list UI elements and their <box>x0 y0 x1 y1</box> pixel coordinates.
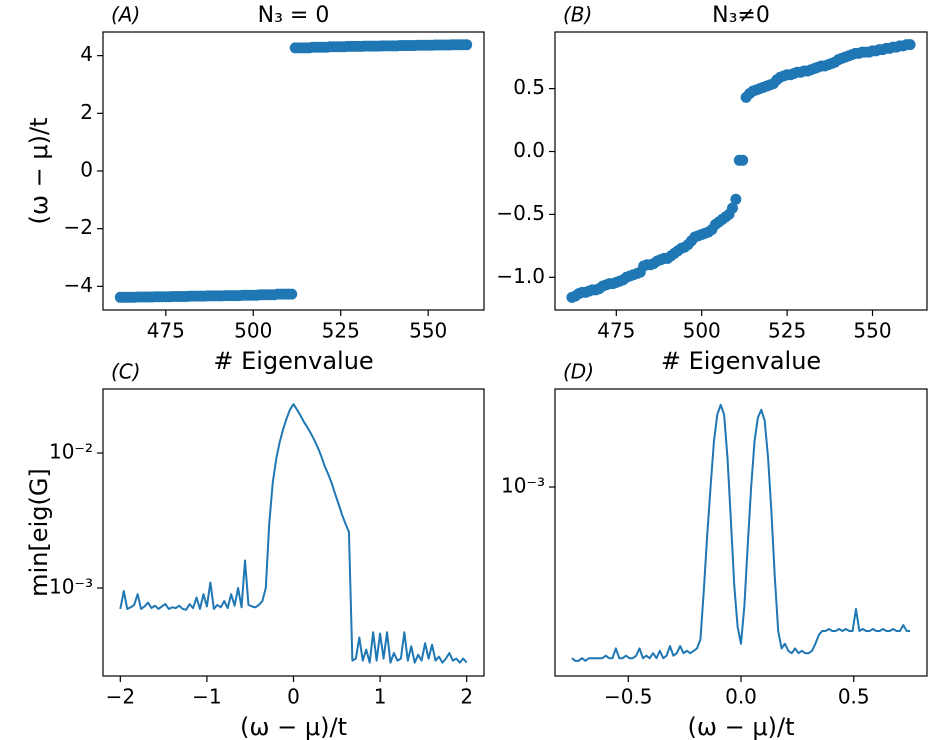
x-axis-label: (ω − μ)/t <box>240 713 347 740</box>
x-axis-label: # Eigenvalue <box>213 347 373 375</box>
x-tick-label: −0.5 <box>604 685 653 709</box>
panel-label: (C) <box>111 360 141 384</box>
axes-frame <box>554 31 928 311</box>
line <box>119 403 468 664</box>
y-tick-label: 10⁻³ <box>49 575 93 599</box>
x-axis-label: (ω − μ)/t <box>688 713 795 740</box>
point <box>730 193 742 205</box>
panel-title: N₃≠0 <box>712 3 770 28</box>
x-tick-label: 500 <box>234 319 272 343</box>
y-tick-label: 10⁻² <box>49 440 93 464</box>
axes-frame <box>102 388 485 677</box>
x-tick-label: −1 <box>192 685 221 709</box>
panel-title: N₃ = 0 <box>258 3 330 28</box>
x-tick-label: 475 <box>147 319 185 343</box>
x-tick-label: 2 <box>460 685 473 709</box>
panel-label: (D) <box>563 360 594 384</box>
x-tick-label: 525 <box>768 319 806 343</box>
x-tick-label: 0.5 <box>838 685 870 709</box>
point <box>461 39 473 51</box>
y-axis-label: min[eig(G] <box>25 468 53 597</box>
y-tick-label: 0.5 <box>513 75 545 99</box>
point <box>737 154 749 166</box>
x-tick-label: 1 <box>374 685 387 709</box>
y-tick-label: 4 <box>80 42 93 66</box>
x-tick-label: 0 <box>287 685 300 709</box>
x-tick-label: 0.0 <box>725 685 757 709</box>
x-tick-label: 550 <box>409 319 447 343</box>
y-tick-label: −1.0 <box>496 264 545 288</box>
axes-frame <box>102 31 485 311</box>
x-tick-label: 475 <box>597 319 635 343</box>
y-tick-label: 10⁻³ <box>501 474 545 498</box>
y-tick-label: 0 <box>80 158 93 182</box>
x-tick-label: 525 <box>322 319 360 343</box>
y-tick-label: −4 <box>64 273 93 297</box>
y-tick-label: 0.0 <box>513 138 545 162</box>
line <box>571 403 911 662</box>
point <box>904 39 916 51</box>
panel-label: (B) <box>563 3 592 27</box>
x-tick-label: −2 <box>106 685 135 709</box>
y-tick-label: 2 <box>80 100 93 124</box>
y-tick-label: −2 <box>64 215 93 239</box>
y-axis-label: (ω − μ)/t <box>25 118 53 225</box>
x-axis-label: # Eigenvalue <box>661 347 821 375</box>
x-tick-label: 500 <box>683 319 721 343</box>
panel-label: (A) <box>111 3 140 27</box>
y-tick-label: −0.5 <box>496 201 545 225</box>
point <box>286 288 298 300</box>
point <box>726 202 738 214</box>
x-tick-label: 550 <box>853 319 891 343</box>
